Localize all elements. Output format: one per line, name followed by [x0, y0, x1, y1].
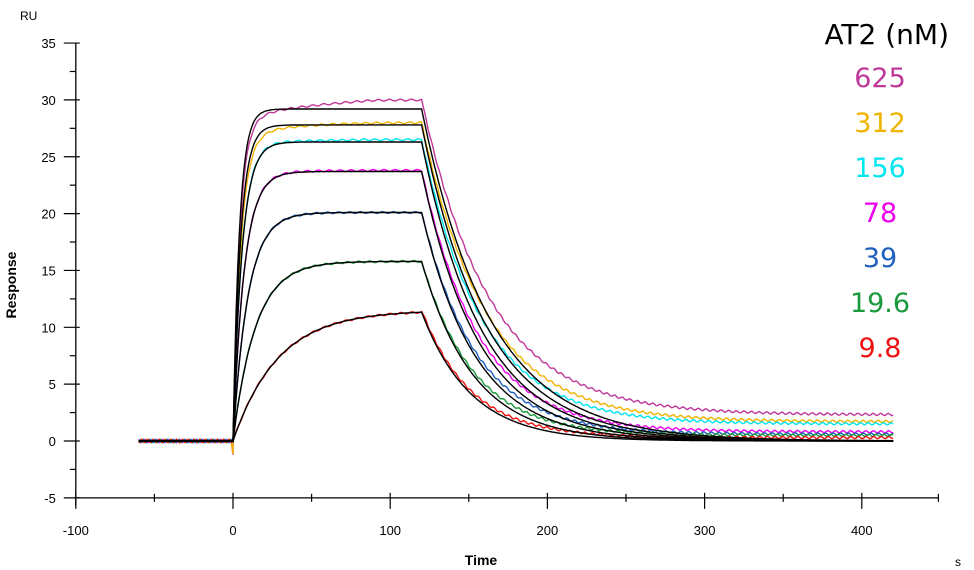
x-tick-label: 100 [379, 523, 401, 538]
y-axis-title: Response [3, 251, 19, 318]
y-tick-label: 5 [49, 377, 56, 392]
legend-item: 156 [854, 153, 906, 184]
fit-curve-39 [138, 211, 894, 442]
y-tick-label: 35 [41, 36, 55, 51]
fit-curve-312 [138, 124, 894, 442]
x-tick-label: 0 [229, 523, 236, 538]
data-curve-156 [138, 138, 894, 444]
x-tick-label: 400 [851, 523, 873, 538]
x-tick-label: -100 [63, 523, 89, 538]
x-tick-label: 200 [537, 523, 559, 538]
axes: -5 0 5 10 15 20 25 30 35 -100 0 100 200 300 400 [41, 36, 940, 538]
y-tick-label: 20 [41, 207, 55, 222]
y-tick-label: 0 [49, 434, 56, 449]
legend-item: 39 [862, 243, 898, 274]
data-curve-312 [138, 121, 894, 454]
data-curve-9-8 [138, 310, 894, 444]
x-tick-label: 300 [694, 523, 716, 538]
y-tick-label: 15 [41, 263, 55, 278]
legend-item: 625 [854, 63, 906, 94]
data-curve-625 [138, 98, 894, 455]
y-tick-label: 30 [41, 93, 55, 108]
legend-item: 19.6 [849, 288, 911, 319]
legend-title: AT2 (nM) [824, 18, 949, 51]
x-unit-label: s [955, 555, 961, 569]
data-curve-19-6 [138, 259, 894, 444]
y-unit-label: RU [20, 9, 37, 23]
y-tick-label: 25 [41, 150, 55, 165]
fit-curves [138, 108, 894, 442]
legend-item: 312 [854, 108, 906, 139]
fit-curve-9-8 [138, 311, 894, 442]
legend-item: 9.8 [858, 333, 902, 364]
legend: AT2 (nM) 625 312 156 78 39 19.6 9.8 [805, 14, 955, 371]
x-axis-title: Time [465, 552, 498, 568]
legend-item: 78 [862, 198, 898, 229]
y-tick-label: -5 [44, 491, 56, 506]
y-tick-label: 10 [41, 320, 55, 335]
legend-items: 625 312 156 78 39 19.6 9.8 [805, 56, 955, 371]
